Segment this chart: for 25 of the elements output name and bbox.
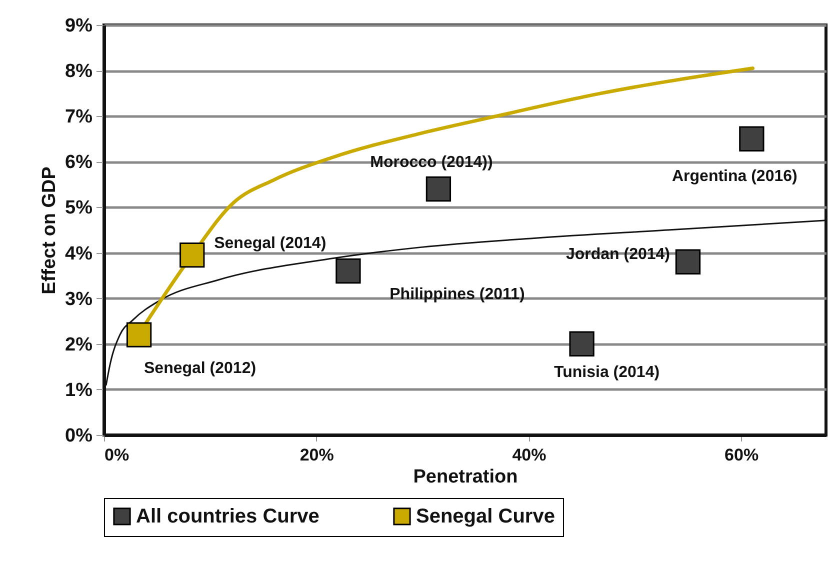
y-tick-label: 1% bbox=[65, 380, 93, 401]
y-tick-label: 5% bbox=[65, 198, 93, 219]
annotation: Senegal (2012) bbox=[144, 360, 256, 377]
annotation: Senegal (2014) bbox=[214, 235, 326, 252]
y-axis-title: Effect on GDP bbox=[39, 166, 60, 294]
annotation: Tunisia (2014) bbox=[554, 364, 660, 381]
y-tick-label: 6% bbox=[65, 152, 93, 174]
x-axis-title: Penetration bbox=[413, 466, 518, 488]
x-tick-label: 40% bbox=[512, 446, 546, 464]
y-tick-label: 0% bbox=[65, 426, 93, 446]
annotation: Philippines (2011) bbox=[390, 286, 525, 303]
y-tick-label: 2% bbox=[65, 334, 93, 356]
x-tick-label: 60% bbox=[724, 446, 759, 464]
y-tick-label: 9% bbox=[65, 16, 93, 36]
annotation: Argentina (2016) bbox=[672, 168, 798, 185]
y-tick-label: 7% bbox=[65, 106, 93, 128]
annotation: Jordan (2014) bbox=[566, 246, 670, 263]
y-tick-label: 8% bbox=[65, 61, 93, 82]
legend-label: All countries Curve bbox=[136, 505, 320, 528]
annotation: Morocco (2014)) bbox=[370, 154, 493, 171]
x-tick-label: 20% bbox=[300, 446, 334, 464]
legend-label: Senegal Curve bbox=[416, 505, 555, 528]
y-tick-label: 3% bbox=[65, 288, 93, 310]
x-tick-label: 0% bbox=[104, 446, 130, 464]
y-tick-label: 4% bbox=[65, 243, 93, 264]
